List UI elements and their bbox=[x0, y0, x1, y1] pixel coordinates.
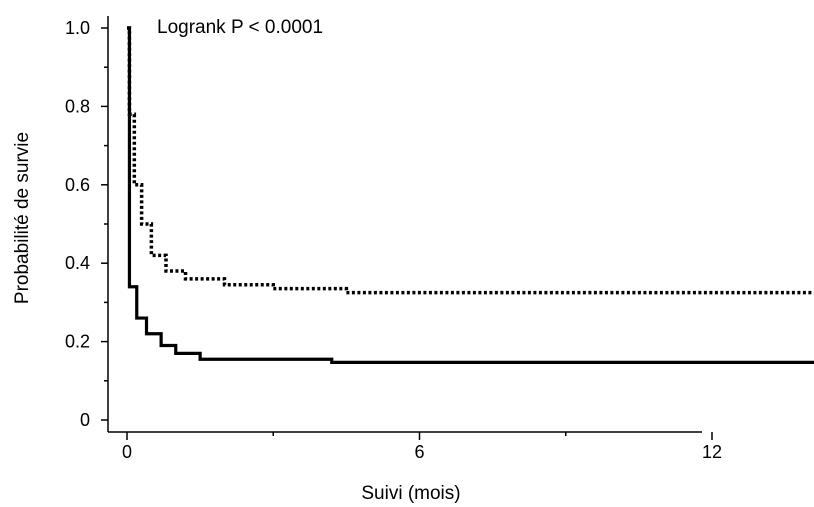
logrank-annotation: Logrank P < 0.0001 bbox=[157, 17, 323, 38]
y-tick-label: 0.4 bbox=[65, 253, 90, 273]
x-tick-label: 0 bbox=[122, 442, 132, 462]
series-line-acr bbox=[127, 26, 814, 364]
x-tick-label: 12 bbox=[702, 442, 722, 462]
y-axis-title: Probabilité de survie bbox=[12, 132, 33, 304]
y-tick-label: 0.2 bbox=[65, 332, 90, 352]
y-tick-label: 0 bbox=[80, 410, 90, 430]
series-line-non-acr bbox=[127, 26, 814, 295]
x-axis-title: Suivi (mois) bbox=[361, 483, 460, 504]
y-tick-label: 1.0 bbox=[65, 18, 90, 38]
series-group: Non ACRACR bbox=[127, 26, 814, 364]
y-tick-label: 0.8 bbox=[65, 96, 90, 116]
y-tick-label: 0.6 bbox=[65, 175, 90, 195]
y-ticks: 0 0.2 0.4 0.6 0.8 1.0 bbox=[65, 18, 108, 430]
x-tick-label: 6 bbox=[414, 442, 424, 462]
x-ticks: 061218243036424854 bbox=[122, 432, 722, 462]
